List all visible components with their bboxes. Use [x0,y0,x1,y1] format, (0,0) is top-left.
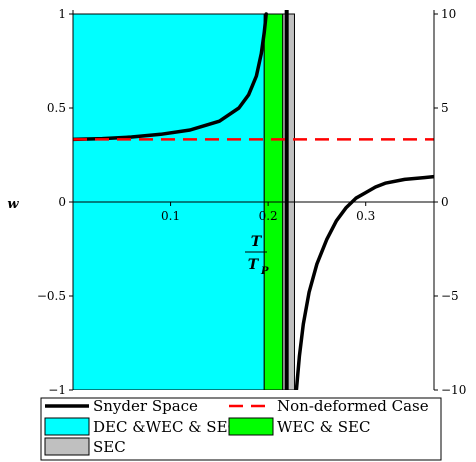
legend-label-2: DEC &WEC & SEC [93,418,239,436]
y-right-tick-label-4: −10 [441,383,466,397]
x-axis-label-subscript: P [260,266,269,277]
x-tick-label-2: 0.3 [356,209,375,223]
y-right-tick-label-3: −5 [441,289,459,303]
y-right-tick-label-1: 5 [441,101,449,115]
y-axis-label: w [7,197,19,212]
legend-label-1: Non-deformed Case [277,397,429,415]
x-axis-label-numerator: T [251,234,263,250]
y-left-tick-label-1: 0.5 [47,101,66,115]
x-tick-label-0: 0.1 [161,209,180,223]
y-right-tick-label-0: 10 [441,7,456,21]
x-tick-label-1: 0.2 [259,209,278,223]
x-axis-label-denominator: T [248,257,260,273]
legend-swatch-3 [228,417,274,436]
y-left-tick-label-2: 0 [58,195,66,209]
legend-label-0: Snyder Space [93,397,198,415]
series-line-0-0 [73,12,268,142]
series-line-0-1 [294,174,434,390]
legend-swatch-2 [44,417,90,436]
y-left-tick-label-4: −1 [48,383,66,397]
legend-label-4: SEC [93,438,126,456]
y-right-tick-label-2: 0 [441,195,449,209]
legend-swatch-4 [44,437,90,456]
legend: Snyder Space Non-deformed Case DEC &WEC & … [40,397,442,461]
y-left-tick-label-0: 1 [58,7,66,21]
legend-label-3: WEC & SEC [277,418,370,436]
y-left-tick-label-3: −0.5 [37,289,66,303]
series-layer [73,12,434,390]
